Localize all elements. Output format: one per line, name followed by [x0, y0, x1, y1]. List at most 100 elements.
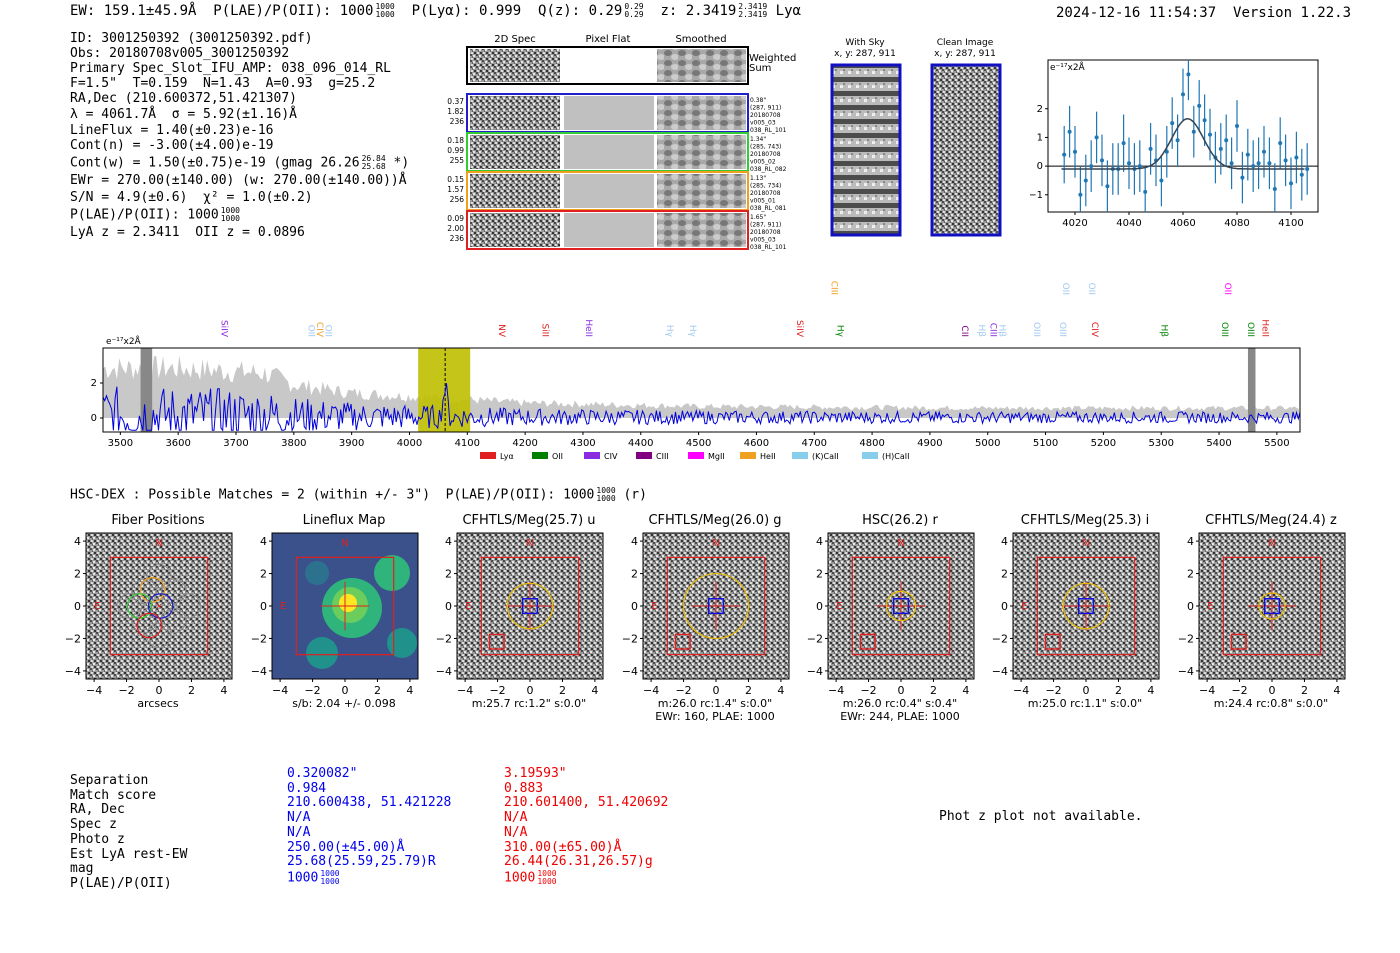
cutout-xtick-label: 0	[527, 684, 534, 697]
cutout-region-box	[851, 556, 951, 656]
cutout-ytick-label: −4	[251, 665, 267, 678]
cutout-caption-line: m:26.0 rc:1.4" s:0.0"	[657, 697, 773, 710]
zoom-point	[1062, 152, 1067, 157]
full-emission-line-label: Hγ	[664, 325, 674, 338]
zoom-point	[1089, 164, 1094, 169]
cutout-ytick-label: 4	[1187, 535, 1194, 548]
full-emission-line-label: SiIV	[219, 320, 229, 338]
cutout-east-label: E	[836, 601, 842, 612]
cutout-title: Lineflux Map	[302, 513, 386, 528]
cutout-north-label: N	[1082, 538, 1089, 549]
zoom-fit-curve	[1061, 118, 1305, 170]
cutout-region-box	[109, 556, 209, 656]
zoom-point	[1272, 187, 1277, 192]
full-legend-swatch	[480, 452, 496, 459]
zoom-xtick-label: 4020	[1062, 218, 1087, 229]
header-line-id: Lyα	[775, 3, 801, 19]
full-emission-line-label: Hβ	[976, 324, 986, 337]
cutout-title: HSC(26.2) r	[862, 513, 938, 528]
cutout-match-box	[707, 597, 724, 614]
cutout-ytick-label: 4	[445, 535, 452, 548]
full-legend-label: Lyα	[500, 452, 514, 461]
match-value: 0.883	[504, 780, 544, 796]
match-label: Separation	[70, 773, 149, 788]
full-xtick-label: 4500	[686, 438, 711, 449]
full-emission-line-label: OIII	[1245, 322, 1255, 337]
hsc-title: HSC-DEX : Possible Matches = 2 (within +…	[70, 486, 647, 503]
match-label: Est LyA rest-EW	[70, 846, 188, 862]
sky-clean-image	[930, 63, 1002, 237]
cutout-caption: arcsecs	[68, 697, 248, 710]
full-emission-line-label: OIII	[1031, 322, 1041, 337]
match-value: N/A	[504, 810, 528, 826]
full-legend-swatch	[532, 452, 548, 459]
info-contw: Cont(w) = 1.50(±0.75)e-19 (gmag 26.26 26.…	[70, 154, 410, 171]
lineflux-blob	[374, 555, 410, 591]
match-label: P(LAE)/P(OII)	[70, 875, 172, 891]
spec2d-row-right-value: 1.13"	[750, 175, 766, 182]
cutout-xtick-label: 2	[188, 684, 195, 697]
full-legend-label: (H)CaII	[882, 452, 909, 461]
full-emission-line-label: OII	[1060, 283, 1070, 295]
full-axes-frame	[102, 347, 1301, 433]
fiber-circle	[131, 578, 157, 604]
cutout-ytick-label: −2	[992, 632, 1008, 645]
full-xtick-label: 5200	[1091, 438, 1116, 449]
full-emission-line-label: OII	[1222, 283, 1232, 295]
fiber-circle-blue	[147, 593, 174, 619]
cutout-xtick-label: 2	[745, 684, 752, 697]
cutout-xtick-label: 4	[220, 684, 227, 697]
spec2d-col-smoothed: Smoothed	[675, 34, 726, 45]
full-error-area	[103, 355, 1300, 418]
full-spectrum-line	[102, 383, 1301, 433]
full-masked-region	[140, 348, 153, 432]
info-lineflux: LineFlux = 1.40(±0.23)e-16	[70, 123, 274, 138]
zoom-point	[1121, 141, 1126, 146]
spec2d-row-left-value: 2.00	[447, 224, 464, 233]
cutout-image: N E 4 2 0 −2 −4 −4 −2 0 2 4	[251, 532, 419, 697]
zoom-point	[1078, 192, 1083, 197]
cutout-aperture-circle	[506, 582, 554, 630]
match-value: 0.984	[287, 780, 327, 796]
full-emission-line-label: Hβ	[996, 324, 1006, 337]
match-1-values: 0.320082" 0.984 210.600438, 51.421228 N/A N/…	[287, 766, 451, 886]
info-primary: Primary Spec_Slot_IFU_AMP: 038_096_014_R…	[70, 61, 391, 76]
spec2d-row-left-value: 0.18	[447, 136, 464, 145]
zoom-point	[1094, 135, 1099, 140]
match-label: Photo z	[70, 831, 125, 847]
full-highlight-window	[418, 348, 471, 432]
match-label: Spec z	[70, 817, 117, 833]
match-2-values: 3.19593" 0.883 210.601400, 51.420692 N/A N/A…	[504, 766, 668, 886]
zoom-point	[1224, 138, 1229, 143]
full-emission-line-label: CIII	[988, 323, 998, 337]
zoom-point	[1278, 141, 1283, 146]
info-fparams: F=1.5" T=0.159 N=1.43 A=0.93 g=25.2	[70, 76, 376, 91]
cutout-xtick-label: 0	[898, 684, 905, 697]
fiber-circle	[131, 608, 157, 634]
cutout-caption-line: m:25.0 rc:1.1" s:0.0"	[1027, 697, 1143, 710]
zoom-point	[1170, 121, 1175, 126]
cutout-ytick-label: 2	[1001, 568, 1008, 581]
cutout-caption-line: EWr: 160, PLAE: 1000	[655, 710, 775, 723]
match-value: 3.19593"	[504, 766, 567, 781]
header-datetime-version: 2024-12-16 11:54:37 Version 1.22.3	[1056, 5, 1351, 21]
cutout-xtick-label: 2	[1115, 684, 1122, 697]
full-xtick-label: 3900	[339, 438, 364, 449]
info-ewr: EWr = 270.00(±140.00) (w: 270.00(±140.00…	[70, 173, 407, 188]
cutout-north-label: N	[897, 538, 904, 549]
cutout-ytick-label: −2	[436, 632, 452, 645]
cutout-ytick-label: 0	[1001, 600, 1008, 613]
full-legend-label: (K)CaII	[812, 452, 839, 461]
spec2d-row-right-value: v005_03	[750, 237, 776, 244]
spec2d-row-right-value: 20180708	[750, 151, 781, 158]
full-xtick-label: 5300	[1148, 438, 1173, 449]
cutout-ytick-label: 2	[445, 568, 452, 581]
info-plae: P(LAE)/P(OII): 1000 1000 1000	[70, 206, 240, 223]
spec2d-row-left-value: 0.99	[447, 146, 464, 155]
full-emission-line-label: CII	[959, 325, 969, 337]
spec2d-row-right-value: (287, 911)	[750, 222, 781, 229]
zoom-xtick-label: 4080	[1224, 218, 1249, 229]
lineflux-blob	[339, 594, 357, 612]
cutout-caption: s/b: 2.04 +/- 0.098	[254, 697, 434, 710]
spec2d-col-2dspec: 2D Spec	[494, 34, 536, 45]
